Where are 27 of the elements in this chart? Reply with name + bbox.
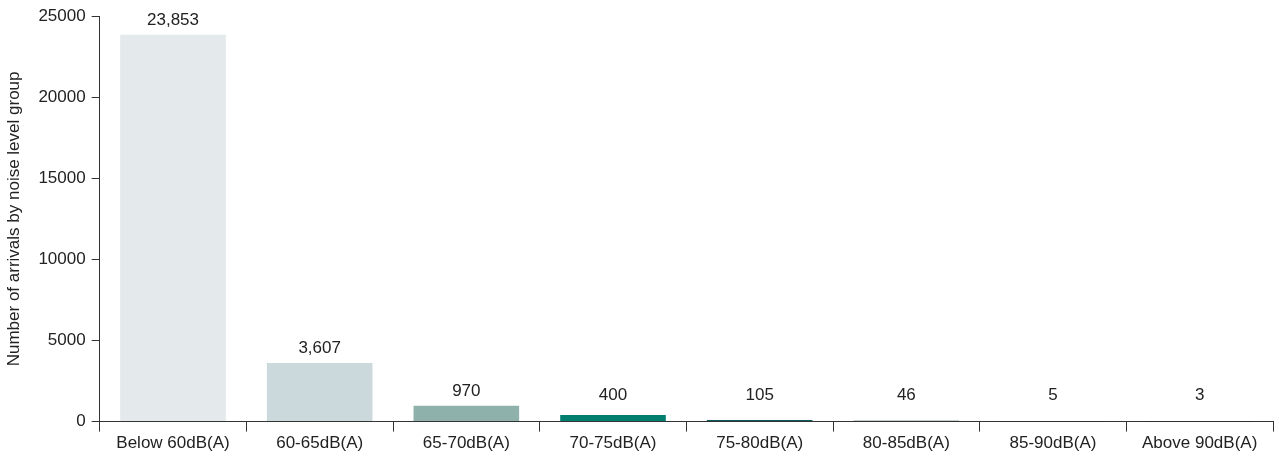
data-label: 23,853 [147, 9, 200, 29]
y-tick-label: 25000 [38, 5, 86, 25]
data-label: 3 [1194, 384, 1205, 404]
x-tick-label: Above 90dB(A) [1142, 433, 1258, 453]
bar [120, 34, 226, 422]
x-tick-label: 75-80dB(A) [716, 433, 804, 453]
x-tick-label: 60-65dB(A) [276, 433, 364, 453]
y-tick-label: 15000 [38, 168, 86, 188]
y-tick-label: 5000 [47, 330, 86, 350]
data-label: 970 [452, 381, 481, 401]
y-tick-label: 10000 [38, 249, 86, 269]
y-axis-title: Number of arrivals by noise level group [3, 71, 23, 367]
data-label: 400 [598, 384, 628, 404]
bar [560, 415, 666, 422]
x-tick-label: 85-90dB(A) [1009, 433, 1097, 453]
data-label: 3,607 [298, 338, 341, 358]
y-tick-label: 20000 [38, 86, 86, 106]
x-tick-label: 80-85dB(A) [862, 433, 950, 453]
data-label: 5 [1048, 384, 1058, 404]
bar [266, 363, 373, 422]
y-tick-label: 0 [76, 411, 86, 431]
bar [413, 405, 520, 422]
x-tick-label: Below 60dB(A) [116, 433, 230, 453]
data-label: 105 [745, 384, 774, 404]
x-tick-label: 70-75dB(A) [569, 433, 657, 453]
data-label: 46 [896, 384, 916, 404]
x-tick-label: 65-70dB(A) [422, 433, 510, 453]
